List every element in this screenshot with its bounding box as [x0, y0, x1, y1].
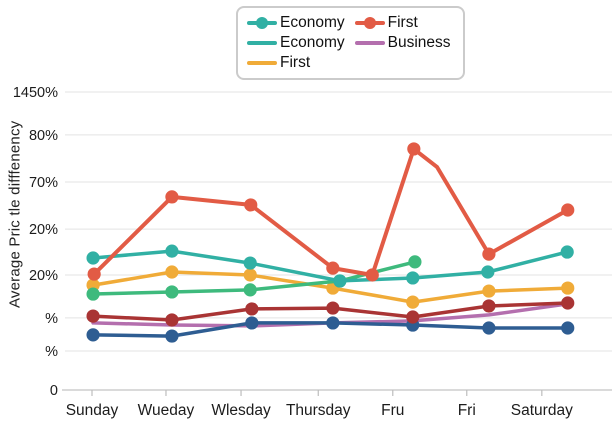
legend-item-economy-line[interactable]: Economy	[247, 33, 345, 53]
series-line-red-orange	[92, 146, 570, 277]
data-point-dark-blue[interactable]	[326, 316, 340, 330]
y-tick-label: 20%	[29, 268, 58, 284]
data-point-red-orange[interactable]	[407, 142, 421, 156]
legend-label: Economy	[280, 34, 345, 51]
legend: Economy First Economy Business First	[236, 6, 465, 80]
legend-item-first-dot[interactable]: First	[354, 13, 451, 33]
data-point-red-orange[interactable]	[326, 261, 340, 275]
y-tick-label: 0	[50, 383, 58, 399]
data-point-red-orange[interactable]	[482, 247, 496, 261]
data-point-teal[interactable]	[86, 251, 100, 265]
x-tick-label: Sunday	[66, 402, 119, 419]
legend-item-business[interactable]: Business	[354, 33, 451, 53]
y-tick-label: %	[45, 311, 58, 327]
data-point-red-orange[interactable]	[244, 198, 258, 212]
legend-marker-business-icon	[354, 41, 385, 45]
legend-dot-icon	[256, 17, 268, 29]
legend-label: First	[387, 14, 418, 31]
data-point-teal[interactable]	[560, 245, 574, 259]
y-tick-label: 80%	[29, 128, 58, 144]
data-point-yellow[interactable]	[406, 295, 420, 309]
x-tick-label: Saturday	[511, 402, 573, 419]
x-tick-label: Wueday	[138, 402, 195, 419]
legend-label: Economy	[280, 14, 345, 31]
data-point-green[interactable]	[86, 287, 100, 301]
data-point-yellow[interactable]	[482, 284, 496, 298]
data-point-dark-red[interactable]	[165, 313, 179, 327]
data-point-dark-red[interactable]	[326, 301, 340, 315]
data-point-dark-red[interactable]	[406, 310, 420, 324]
data-point-green[interactable]	[165, 285, 179, 299]
x-tick-label: Wlesday	[211, 402, 271, 419]
data-point-dark-blue[interactable]	[482, 321, 496, 335]
data-point-dark-red[interactable]	[482, 299, 496, 313]
data-point-teal[interactable]	[243, 256, 257, 270]
legend-item-first-line[interactable]: First	[247, 53, 345, 73]
data-point-teal[interactable]	[333, 274, 347, 288]
data-point-dark-blue[interactable]	[86, 328, 100, 342]
data-point-yellow[interactable]	[243, 268, 257, 282]
data-point-teal[interactable]	[165, 244, 179, 258]
x-tick-label: Fru	[381, 402, 404, 419]
data-point-yellow[interactable]	[165, 265, 179, 279]
legend-marker-economy-line-icon	[247, 41, 277, 45]
legend-marker-first-dot-icon	[354, 17, 385, 29]
x-tick-label: Thursday	[286, 402, 351, 419]
data-point-teal[interactable]	[481, 265, 495, 279]
data-point-dark-red[interactable]	[561, 296, 575, 310]
y-axis-title: Average Pric tle difffenency	[6, 120, 24, 308]
data-point-dark-red[interactable]	[86, 309, 100, 323]
data-point-dark-blue[interactable]	[561, 321, 575, 335]
data-point-red-orange[interactable]	[87, 267, 101, 281]
data-point-red-orange[interactable]	[165, 190, 179, 204]
data-point-red-orange[interactable]	[561, 203, 575, 217]
data-point-dark-blue[interactable]	[245, 316, 259, 330]
data-point-dark-red[interactable]	[245, 302, 259, 316]
x-tick-label: Fri	[458, 402, 476, 419]
y-tick-label: 1450%	[13, 85, 58, 101]
data-point-yellow[interactable]	[561, 281, 575, 295]
legend-label: Business	[387, 34, 451, 51]
legend-item-economy-dot[interactable]: Economy	[247, 13, 345, 33]
data-point-dark-blue[interactable]	[165, 329, 179, 343]
y-tick-label: 70%	[29, 175, 58, 191]
data-point-green[interactable]	[243, 283, 257, 297]
data-point-red-orange[interactable]	[365, 268, 379, 282]
y-tick-label: %	[45, 344, 58, 360]
legend-label: First	[280, 54, 311, 71]
data-point-green[interactable]	[408, 255, 422, 269]
data-point-teal[interactable]	[406, 271, 420, 285]
y-tick-label: 20%	[29, 222, 58, 238]
legend-marker-economy-dot-icon	[247, 17, 277, 29]
legend-marker-first-line-icon	[247, 61, 277, 65]
legend-dot-icon	[363, 17, 376, 29]
